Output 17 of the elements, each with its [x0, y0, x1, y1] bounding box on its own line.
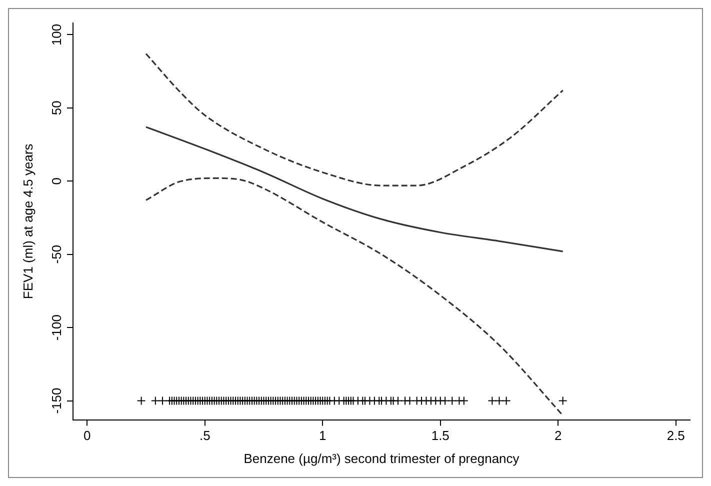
line-series	[145, 177, 564, 416]
y-tick-label: -100	[49, 314, 64, 341]
x-tick-label: 0	[84, 428, 91, 444]
y-axis-title: FEV1 (ml) at age 4.5 years	[20, 143, 36, 300]
y-tick-label: 50	[49, 100, 64, 116]
line-series	[145, 52, 564, 186]
x-tick-label: 2.5	[666, 428, 685, 444]
y-tick-label: 100	[49, 24, 64, 46]
x-tick-label: 2	[554, 428, 562, 444]
line-series	[145, 126, 564, 252]
x-axis-title: Benzene (µg/m³) second trimester of pregnancy	[244, 450, 520, 466]
y-tick-label: -150	[49, 388, 64, 414]
y-tick-label: 0	[49, 178, 64, 185]
x-tick-label: 1.5	[431, 428, 450, 444]
y-tick-label: -50	[49, 244, 64, 264]
x-tick-label: 1	[319, 428, 326, 444]
x-tick-label: .5	[199, 428, 210, 444]
